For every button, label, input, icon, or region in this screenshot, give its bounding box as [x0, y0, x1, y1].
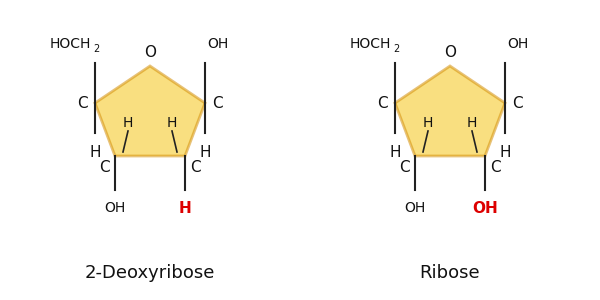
Text: C: C — [377, 95, 388, 110]
Text: OH: OH — [404, 201, 425, 215]
Text: C: C — [77, 95, 88, 110]
Text: C: C — [512, 95, 523, 110]
Text: OH: OH — [207, 37, 228, 51]
Text: H: H — [179, 201, 191, 216]
Text: H: H — [467, 116, 477, 130]
Text: OH: OH — [472, 201, 498, 216]
Text: 2-Deoxyribose: 2-Deoxyribose — [85, 264, 215, 282]
Polygon shape — [395, 66, 505, 156]
Text: H: H — [167, 116, 177, 130]
Text: C: C — [100, 160, 110, 175]
Text: 2: 2 — [93, 44, 99, 54]
Text: H: H — [123, 116, 133, 130]
Polygon shape — [95, 66, 205, 156]
Text: O: O — [444, 45, 456, 60]
Text: H: H — [199, 145, 211, 160]
Text: C: C — [190, 160, 200, 175]
Text: H: H — [89, 145, 101, 160]
Text: C: C — [212, 95, 223, 110]
Text: OH: OH — [507, 37, 528, 51]
Text: H: H — [423, 116, 433, 130]
Text: O: O — [144, 45, 156, 60]
Text: 2: 2 — [393, 44, 399, 54]
Text: C: C — [400, 160, 410, 175]
Text: HOCH: HOCH — [350, 37, 391, 51]
Text: HOCH: HOCH — [50, 37, 91, 51]
Text: C: C — [490, 160, 500, 175]
Text: Ribose: Ribose — [419, 264, 481, 282]
Text: H: H — [389, 145, 401, 160]
Text: OH: OH — [104, 201, 125, 215]
Text: H: H — [499, 145, 511, 160]
